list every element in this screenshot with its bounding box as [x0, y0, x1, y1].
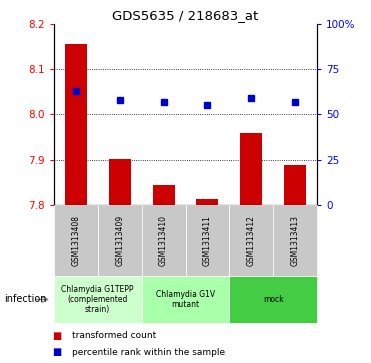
Text: mock: mock — [263, 295, 283, 304]
Text: GSM1313408: GSM1313408 — [71, 215, 80, 266]
Text: GSM1313412: GSM1313412 — [247, 215, 256, 266]
Bar — [65, 44, 87, 205]
Text: GSM1313409: GSM1313409 — [115, 215, 124, 266]
Text: percentile rank within the sample: percentile rank within the sample — [72, 348, 226, 356]
Text: Chlamydia G1TEPP
(complemented
strain): Chlamydia G1TEPP (complemented strain) — [62, 285, 134, 314]
Text: ■: ■ — [52, 347, 61, 357]
Text: GSM1313413: GSM1313413 — [291, 215, 300, 266]
Text: GSM1313411: GSM1313411 — [203, 215, 212, 266]
Bar — [284, 165, 306, 205]
Bar — [152, 185, 174, 205]
Text: ■: ■ — [52, 331, 61, 341]
Bar — [197, 199, 219, 205]
Text: Chlamydia G1V
mutant: Chlamydia G1V mutant — [156, 290, 215, 309]
Bar — [240, 133, 262, 205]
Text: GSM1313410: GSM1313410 — [159, 215, 168, 266]
Title: GDS5635 / 218683_at: GDS5635 / 218683_at — [112, 9, 259, 23]
Text: transformed count: transformed count — [72, 331, 157, 340]
Text: infection: infection — [4, 294, 46, 305]
Bar — [109, 159, 131, 205]
